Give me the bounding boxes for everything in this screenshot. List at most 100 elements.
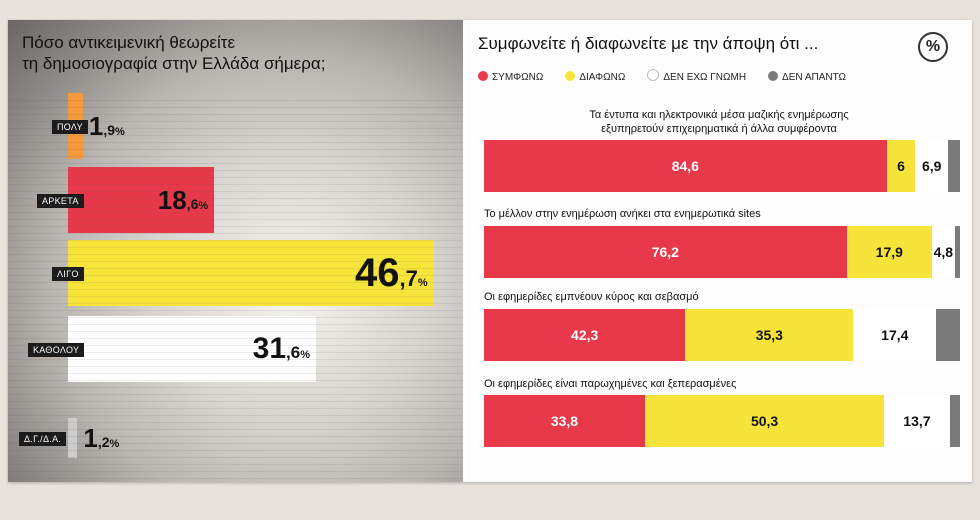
texture-line: [8, 149, 463, 150]
segment-διαφωνω: 6: [886, 140, 916, 192]
texture-line: [8, 114, 463, 115]
texture-line: [8, 478, 463, 479]
value-label: 46,7%: [355, 251, 428, 296]
texture-line: [8, 457, 463, 458]
texture-line: [8, 324, 463, 325]
bar-5: [68, 418, 78, 458]
segment-δεν-εχω-γνωμη: 17,4: [853, 309, 937, 361]
value-int: 1: [83, 422, 98, 453]
texture-line: [8, 205, 463, 206]
legend-dot-icon: [565, 71, 576, 81]
segment-value: 6,9: [921, 158, 942, 174]
legend-item: ΔΕΝ ΑΠΑΝΤΩ: [768, 71, 846, 83]
bar-3: [68, 240, 434, 306]
texture-line: [8, 240, 463, 241]
texture-line: [8, 170, 463, 171]
texture-line: [8, 128, 463, 129]
segment-συμφωνω: 33,8: [484, 395, 645, 447]
segment-διαφωνω: 50,3: [644, 395, 885, 447]
segment-συμφωνω: 84,6: [484, 140, 887, 192]
texture-line: [8, 219, 463, 220]
right-chart-title: Συμφωνείτε ή διαφωνείτε με την άποψη ότι…: [478, 34, 819, 53]
legend-label: ΔΙΑΦΩΝΩ: [579, 72, 626, 83]
question-label: Οι εφημερίδες είναι παρωχημένες και ξεπε…: [484, 378, 737, 390]
texture-line: [8, 415, 463, 416]
category-label: ΛΙΓΟ: [52, 267, 84, 281]
legend-label: ΣΥΜΦΩΝΩ: [492, 72, 544, 83]
value-dec: ,9: [103, 121, 116, 138]
legend-item: ΣΥΜΦΩΝΩ: [478, 71, 543, 83]
left-chart-title: Πόσο αντικειμενική θεωρείτε τη δημοσιογρ…: [22, 33, 326, 73]
legend-dot-icon: [647, 69, 660, 81]
segment-value: 50,3: [750, 413, 779, 429]
texture-line: [8, 247, 463, 248]
percent-sign: %: [109, 437, 120, 450]
value-int: 1: [88, 110, 104, 141]
segment-value: 4,8: [933, 244, 954, 260]
category-label: ΠΟΛΥ: [52, 120, 88, 134]
percent-sign: %: [417, 276, 428, 289]
legend-item: ΔΕΝ ΕΧΩ ΓΝΩΜΗ: [647, 69, 746, 83]
segment-value: 76,2: [651, 244, 679, 260]
question-label: Οι εφημερίδες εμπνέουν κύρος και σεβασμό: [484, 291, 699, 303]
legend: ΣΥΜΦΩΝΩ ΔΙΑΦΩΝΩ ΔΕΝ ΕΧΩ ΓΝΩΜΗ ΔΕΝ ΑΠΑΝΤΩ: [478, 69, 868, 83]
segment-συμφωνω: 76,2: [484, 226, 847, 278]
texture-line: [8, 142, 463, 143]
texture-line: [8, 107, 463, 108]
percent-sign: %: [115, 125, 125, 138]
segment-value: 17,4: [881, 327, 909, 343]
texture-line: [8, 226, 463, 227]
texture-line: [8, 156, 463, 157]
legend-dot-icon: [768, 71, 779, 81]
question-label: Τα έντυπα και ηλεκτρονικά μέσα μαζικής ε…: [589, 109, 849, 135]
percent-sign: %: [198, 199, 209, 212]
segment-διαφωνω: 17,9: [846, 226, 932, 278]
texture-line: [8, 429, 463, 430]
category-label: ΚΑΘΟΛΟΥ: [28, 343, 85, 357]
legend-dot-icon: [478, 71, 488, 81]
texture-line: [8, 317, 463, 318]
texture-line: [8, 100, 463, 101]
infographic-frame: Πόσο αντικειμενική θεωρείτε τη δημοσιογρ…: [8, 20, 972, 482]
segment-value: 6: [897, 158, 905, 174]
segment-δεν-εχω-γνωμη: 6,9: [915, 140, 949, 192]
legend-label: ΔΕΝ ΕΧΩ ΓΝΩΜΗ: [663, 72, 747, 83]
left-panel: Πόσο αντικειμενική θεωρείτε τη δημοσιογρ…: [8, 20, 463, 482]
value-label: 18,6%: [158, 185, 208, 216]
value-dec: ,2: [97, 433, 110, 450]
legend-item: ΔΙΑΦΩΝΩ: [565, 71, 625, 83]
segment-δεν-εχω-γνωμη: 4,8: [931, 226, 955, 278]
segment-δεν-απαντω: [936, 309, 960, 361]
segment-value: 17,9: [875, 244, 903, 260]
texture-line: [8, 373, 463, 374]
segment-δεν-εχω-γνωμη: 13,7: [884, 395, 950, 447]
value-dec: ,6: [286, 343, 301, 362]
texture-line: [8, 212, 463, 213]
value-int: 46: [355, 250, 400, 295]
segment-συμφωνω: 42,3: [484, 309, 686, 361]
value-dec: ,6: [186, 195, 199, 212]
texture-line: [8, 261, 463, 262]
texture-line: [8, 282, 463, 283]
texture-line: [8, 184, 463, 185]
texture-line: [8, 296, 463, 297]
segment-value: 33,8: [550, 413, 579, 429]
texture-line: [8, 268, 463, 269]
segment-value: 13,7: [903, 413, 931, 429]
legend-label: ΔΕΝ ΑΠΑΝΤΩ: [782, 72, 847, 83]
panel-divider: [463, 20, 466, 482]
texture-line: [8, 387, 463, 388]
texture-line: [8, 310, 463, 311]
category-label: ΑΡΚΕΤΑ: [37, 194, 84, 208]
value-label: 31,6%: [253, 332, 310, 366]
value-dec: ,7: [399, 265, 418, 291]
texture-line: [8, 177, 463, 178]
texture-line: [8, 359, 463, 360]
texture-line: [8, 366, 463, 367]
bar-4: [68, 316, 316, 382]
texture-line: [8, 233, 463, 234]
texture-line: [8, 289, 463, 290]
texture-line: [8, 163, 463, 164]
value-label: 1,9%: [89, 111, 125, 142]
segment-δεν-απαντω: [948, 140, 960, 192]
